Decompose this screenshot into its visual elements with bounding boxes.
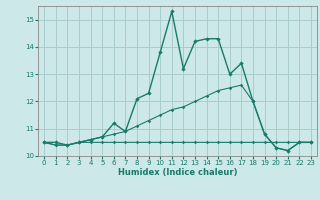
X-axis label: Humidex (Indice chaleur): Humidex (Indice chaleur) [118, 168, 237, 177]
